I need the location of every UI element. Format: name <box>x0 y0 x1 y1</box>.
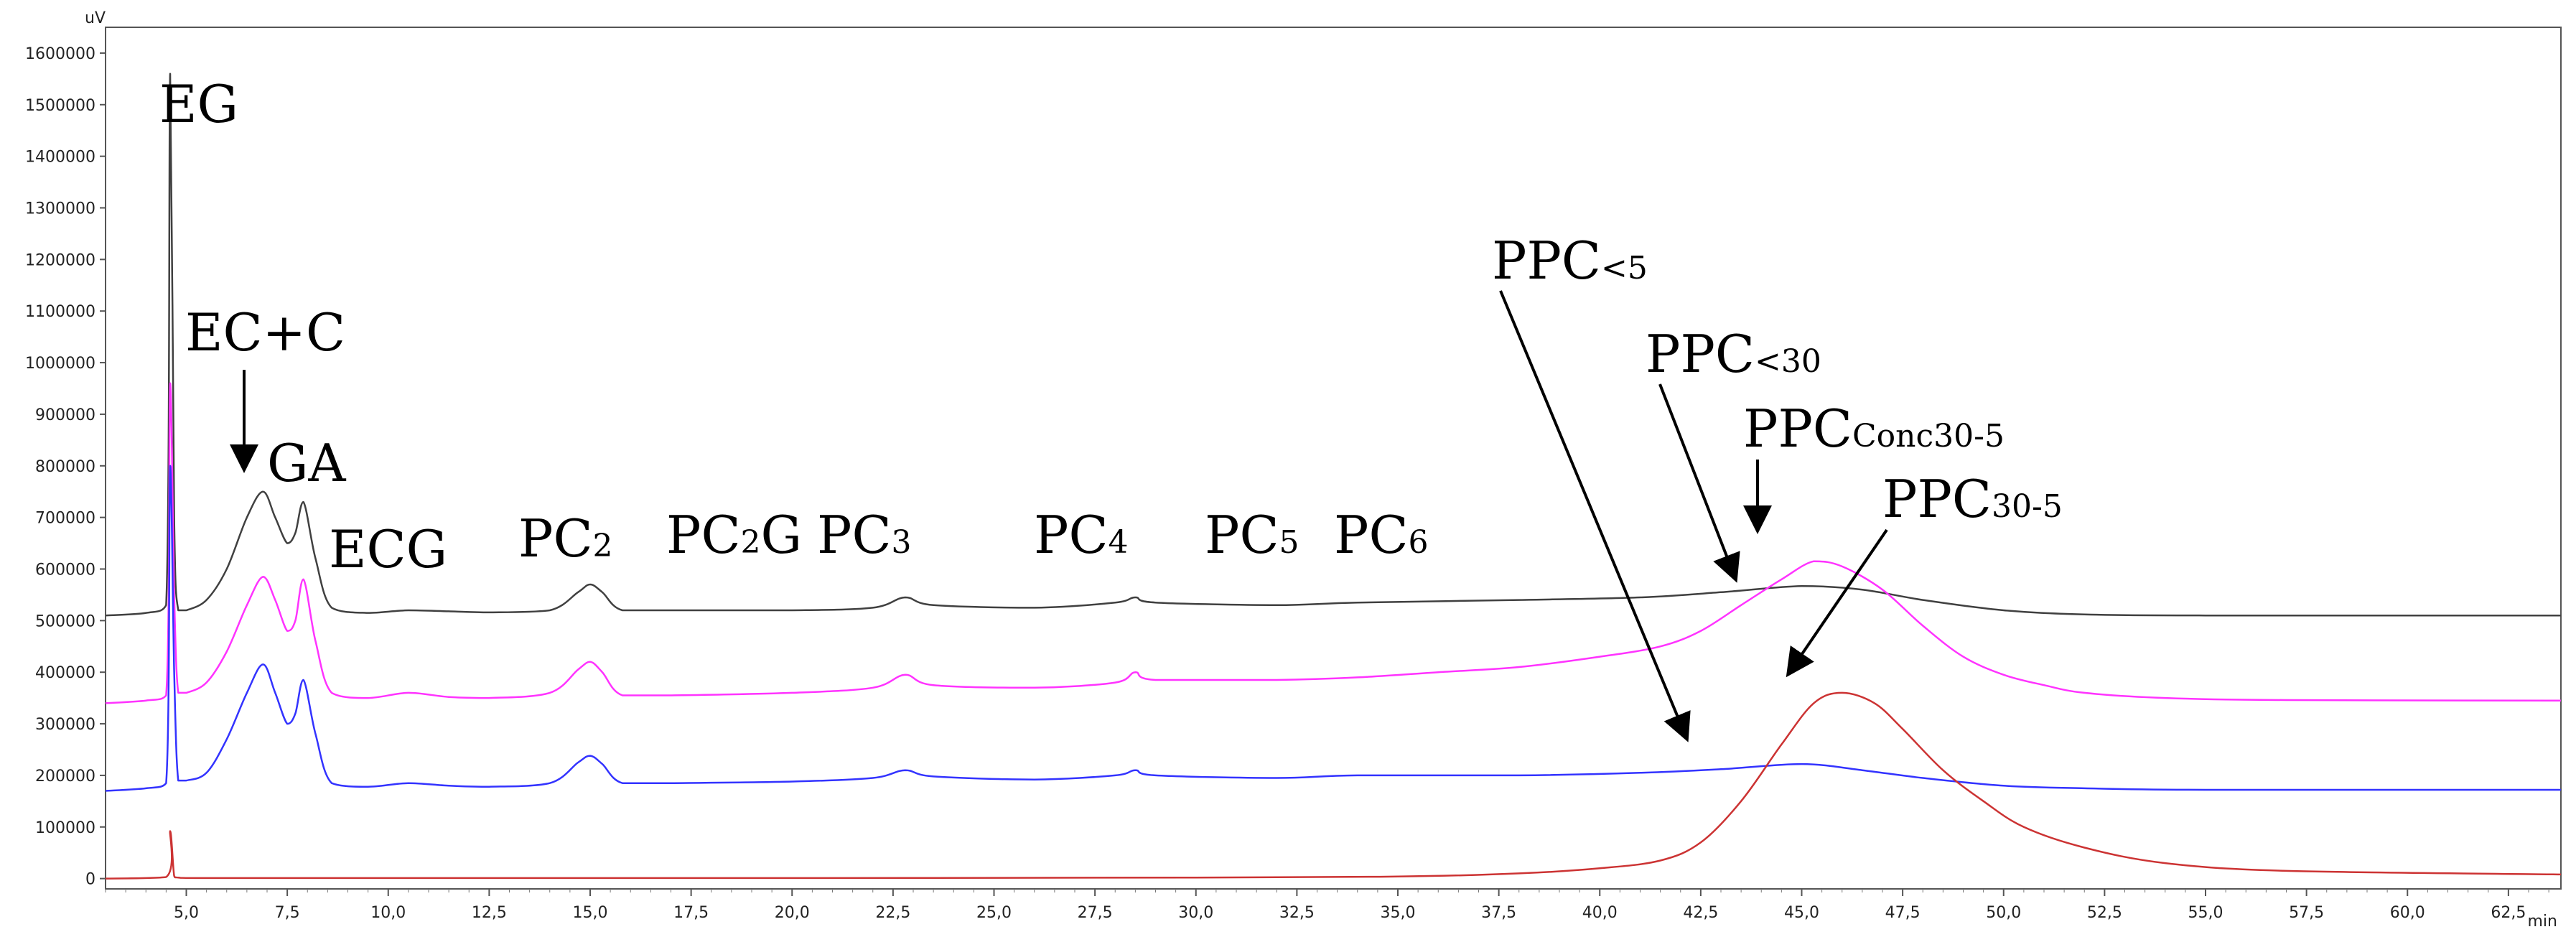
x-tick-label: 32,5 <box>1279 904 1315 922</box>
x-tick-label: 20,0 <box>775 904 810 922</box>
x-tick-label: 55,0 <box>2188 904 2223 922</box>
y-tick-label: 400000 <box>35 664 95 682</box>
y-tick-label: 500000 <box>35 612 95 630</box>
y-tick-label: 900000 <box>35 406 95 424</box>
x-tick-label: 47,5 <box>1885 904 1921 922</box>
x-unit-label: min <box>2528 913 2558 931</box>
x-tick-label: 42,5 <box>1683 904 1718 922</box>
x-tick-label: 45,0 <box>1784 904 1819 922</box>
annotation-pc2: PC2 <box>518 508 613 569</box>
annotation-ppc-lt5: PPC<5 <box>1492 230 1648 291</box>
x-tick-label: 35,0 <box>1381 904 1416 922</box>
y-tick-label: 1400000 <box>25 149 95 167</box>
x-tick-label: 22,5 <box>875 904 910 922</box>
y-tick-label: 1000000 <box>25 355 95 373</box>
annotation-ec-c: EC+C <box>185 302 345 363</box>
x-tick-label: 15,0 <box>573 904 608 922</box>
x-tick-label: 52,5 <box>2087 904 2122 922</box>
x-tick-label: 40,0 <box>1582 904 1618 922</box>
annotation-pc3: PC3 <box>817 505 912 565</box>
peak-annotations: EG EC+C GA ECG PC2 PC2G PC3 PC4 PC5 PC6 … <box>159 74 2063 742</box>
y-tick-label: 1100000 <box>25 303 95 321</box>
x-tick-label: 5,0 <box>174 904 199 922</box>
y-unit-label: uV <box>85 9 106 27</box>
annotation-ppc-conc30-5: PPCConc30-5 <box>1743 398 2005 459</box>
x-tick-label: 7,5 <box>275 904 300 922</box>
x-tick-label: 50,0 <box>1986 904 2021 922</box>
series-layer <box>105 73 2562 880</box>
y-tick-label: 700000 <box>35 510 95 528</box>
y-tick-label: 0 <box>85 871 95 889</box>
annotation-ecg: ECG <box>329 519 447 579</box>
y-tick-label: 100000 <box>35 819 95 837</box>
x-tick-label: 27,5 <box>1078 904 1113 922</box>
annotation-pc6: PC6 <box>1334 505 1429 565</box>
arrow-ppc-30-5 <box>1786 528 1888 678</box>
x-tick-label: 57,5 <box>2289 904 2324 922</box>
y-tick-label: 1200000 <box>25 251 95 269</box>
annotation-pc4: PC4 <box>1034 505 1129 565</box>
y-tick-label: 1500000 <box>25 97 95 115</box>
x-tick-label: 10,0 <box>370 904 406 922</box>
series-line-2 <box>105 382 2562 704</box>
x-tick-label: 62,5 <box>2491 904 2526 922</box>
plot-frame <box>105 27 2562 890</box>
arrow-ppc-lt5 <box>1499 290 1691 742</box>
arrow-ppc-lt30 <box>1658 383 1740 583</box>
series-line-1 <box>105 73 2561 617</box>
annotation-ga: GA <box>267 433 347 493</box>
annotation-eg: EG <box>159 74 238 134</box>
y-tick-label: 600000 <box>35 561 95 579</box>
y-axis: 0 100000 200000 300000 400000 500000 600000 700… <box>25 45 106 889</box>
x-tick-label: 30,0 <box>1178 904 1213 922</box>
annotation-pc5: PC5 <box>1205 505 1299 565</box>
x-axis: 5,0 7,5 10,0 12,5 15,0 17,5 20,0 22,5 25,0 27,5 30… <box>105 889 2549 922</box>
y-tick-label: 1600000 <box>25 45 95 63</box>
y-tick-label: 200000 <box>35 768 95 786</box>
y-tick-label: 1300000 <box>25 200 95 218</box>
x-tick-label: 12,5 <box>472 904 507 922</box>
annotation-ppc-lt30: PPC<30 <box>1646 324 1821 384</box>
annotation-pc2g: PC2G <box>666 505 802 565</box>
series-line-3 <box>105 465 2561 792</box>
x-tick-label: 17,5 <box>673 904 709 922</box>
x-tick-label: 25,0 <box>976 904 1012 922</box>
annotation-ppc-30-5: PPC30-5 <box>1882 469 2063 529</box>
series-line-4 <box>105 691 2562 880</box>
y-tick-label: 800000 <box>35 458 95 476</box>
y-tick-label: 300000 <box>35 716 95 734</box>
x-tick-label: 37,5 <box>1481 904 1516 922</box>
x-tick-label: 60,0 <box>2390 904 2425 922</box>
